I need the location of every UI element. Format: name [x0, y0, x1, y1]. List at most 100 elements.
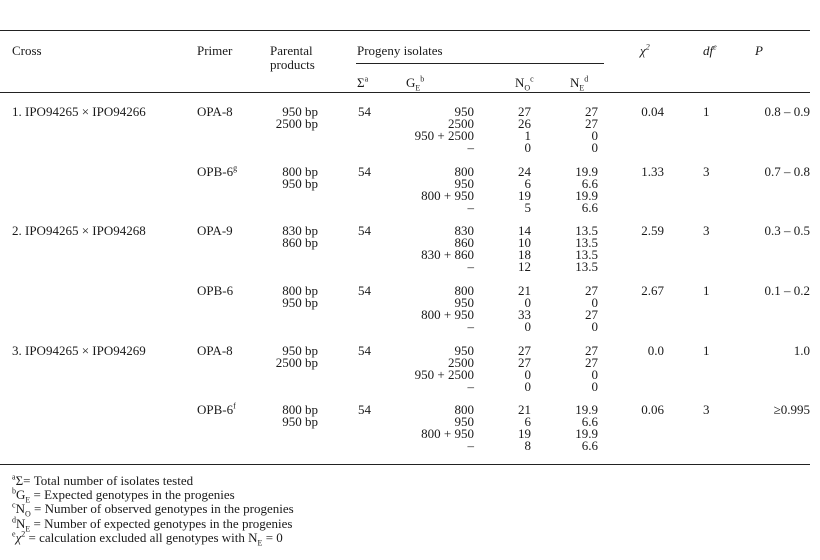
genotype: 950	[454, 414, 475, 430]
sigma-value: 54	[358, 164, 371, 179]
expected-count: 27	[585, 104, 598, 119]
genotype: 950	[454, 176, 475, 192]
df-value: 1	[703, 343, 710, 358]
genotype: 800	[454, 164, 475, 179]
expected-count: 0	[591, 140, 599, 156]
observed-count: 21	[518, 283, 531, 298]
observed-count: 0	[524, 140, 532, 156]
p-value: ≥0.995	[773, 402, 810, 417]
parental-product: 2500 bp	[275, 355, 318, 371]
expected-count: 6.6	[581, 414, 598, 430]
footnote: eχ2 = calculation excluded all genotypes…	[12, 529, 283, 548]
df-value: 3	[703, 402, 710, 417]
primer-label: OPB-6f	[197, 401, 236, 417]
chi-square-value: 0.06	[641, 402, 664, 417]
expected-count: 19.9	[575, 164, 598, 179]
expected-count: 27	[585, 283, 598, 298]
p-value: 1.0	[793, 343, 810, 358]
expected-count: 0	[591, 379, 599, 395]
expected-count: 13.5	[575, 247, 598, 263]
expected-count: 27	[585, 343, 598, 358]
genotype: 950 + 2500	[414, 128, 474, 144]
genotype: 860	[454, 235, 475, 251]
observed-count: 6	[524, 414, 532, 430]
observed-count: 0	[524, 319, 532, 335]
footnote: cNO = Number of observed genotypes in th…	[12, 500, 294, 519]
parental-product: 950 bp	[282, 176, 318, 192]
expected-count: 13.5	[575, 259, 598, 275]
primer-footnote-mark: f	[233, 401, 236, 411]
expected-count: 6.6	[581, 200, 598, 216]
expected-count: 0	[591, 295, 599, 311]
genotype: 2500	[448, 116, 474, 132]
genotype: 800 + 950	[421, 188, 474, 204]
header-rule	[0, 92, 810, 93]
expected-count: 27	[585, 116, 598, 132]
sigma-value: 54	[358, 343, 371, 358]
parental-product: 950 bp	[282, 343, 318, 358]
parental-product: 950 bp	[282, 295, 318, 311]
header-parental: Parental	[270, 43, 313, 58]
sigma-value: 54	[358, 223, 371, 238]
top-rule	[0, 30, 810, 31]
genotype: 800	[454, 283, 475, 298]
genotype: –	[467, 379, 475, 395]
chi-square-value: 2.59	[641, 223, 664, 238]
observed-count: 27	[518, 355, 531, 371]
header-chi-square: χ2	[640, 42, 650, 58]
expected-count: 19.9	[575, 426, 598, 442]
header-progeny: Progeny isolates	[357, 43, 443, 58]
expected-count: 0	[591, 128, 599, 144]
observed-count: 0	[524, 295, 532, 311]
header-cross: Cross	[12, 43, 42, 58]
observed-count: 12	[518, 259, 531, 275]
chi-square-value: 0.04	[641, 104, 664, 119]
parental-product: 800 bp	[282, 283, 318, 298]
primer-label: OPA-9	[197, 223, 233, 238]
genotype: –	[467, 140, 475, 156]
expected-count: 27	[585, 355, 598, 371]
observed-count: 24	[518, 164, 531, 179]
observed-count: 33	[518, 307, 531, 323]
parental-product: 860 bp	[282, 235, 318, 251]
observed-count: 18	[518, 247, 531, 263]
genotype: 950 + 2500	[414, 367, 474, 383]
bottom-rule	[0, 464, 810, 465]
genotype: –	[467, 438, 475, 454]
progeny-rule	[356, 63, 604, 64]
genotype: 950	[454, 343, 475, 358]
genotype: 830 + 860	[421, 247, 474, 263]
parental-product: 800 bp	[282, 402, 318, 417]
observed-count: 5	[524, 200, 532, 216]
genotype: –	[467, 200, 475, 216]
df-value: 1	[703, 104, 710, 119]
genotype: 950	[454, 295, 475, 311]
df-value: 1	[703, 283, 710, 298]
genotype: 830	[454, 223, 475, 238]
header-ge: GEb	[406, 74, 425, 93]
parental-product: 950 bp	[282, 104, 318, 119]
observed-count: 0	[524, 367, 532, 383]
df-value: 3	[703, 223, 710, 238]
expected-count: 13.5	[575, 223, 598, 238]
df-value: 3	[703, 164, 710, 179]
expected-count: 13.5	[575, 235, 598, 251]
header-p: P	[755, 43, 763, 58]
cross-label: 2. IPO94265 × IPO94268	[12, 223, 146, 238]
primer-label: OPB-6g	[197, 163, 238, 179]
footnote: aΣ= Total number of isolates tested	[12, 472, 194, 488]
genotype: –	[467, 259, 475, 275]
sigma-value: 54	[358, 104, 371, 119]
observed-count: 21	[518, 402, 531, 417]
chi-square-value: 2.67	[641, 283, 664, 298]
expected-count: 27	[585, 307, 598, 323]
observed-count: 0	[524, 379, 532, 395]
expected-count: 6.6	[581, 176, 598, 192]
genotype: 950	[454, 104, 475, 119]
genotype: 800 + 950	[421, 307, 474, 323]
header-ne: NEd	[570, 74, 589, 93]
parental-product: 800 bp	[282, 164, 318, 179]
cross-label: 1. IPO94265 × IPO94266	[12, 104, 146, 119]
primer-label: OPA-8	[197, 343, 233, 358]
observed-count: 27	[518, 104, 531, 119]
